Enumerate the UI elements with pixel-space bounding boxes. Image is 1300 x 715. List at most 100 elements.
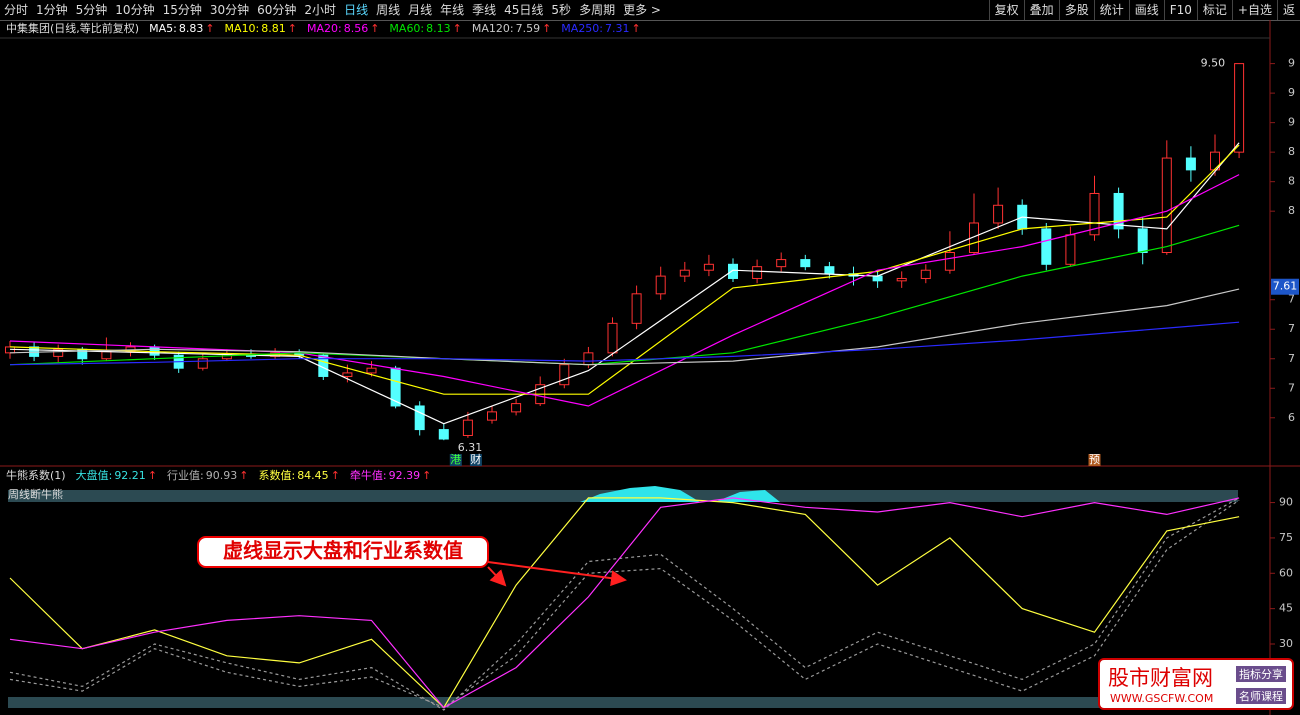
- reading-label: MA20:: [306, 22, 342, 35]
- ma-line: [9, 321, 1240, 366]
- candle-body: [824, 266, 835, 275]
- tool-button[interactable]: 标记: [1196, 0, 1232, 20]
- reading-value: 90.93: [205, 469, 238, 482]
- candle-body: [1234, 63, 1245, 153]
- reading-trend: ↑: [205, 22, 215, 35]
- candle-body: [607, 322, 618, 354]
- candle-body: [53, 348, 64, 357]
- event-marker: 港: [450, 453, 461, 466]
- annotation-text: 虚线显示大盘和行业系数值: [223, 539, 463, 563]
- tool-button[interactable]: F10: [1163, 0, 1197, 20]
- watermark: 股市财富网 WWW.GSCFW.COM 指标分享 名师课程: [1098, 658, 1294, 710]
- indicator-line: [9, 497, 1240, 709]
- candle-body: [993, 204, 1004, 224]
- reading-trend: ↑: [147, 469, 158, 482]
- reading-value: 7.59: [515, 22, 541, 35]
- tool-button[interactable]: 返: [1276, 0, 1300, 20]
- candle-body: [872, 275, 883, 282]
- candle-body: [438, 429, 449, 440]
- reading-label: MA120:: [471, 22, 514, 35]
- y-tick-label: 30: [1279, 637, 1293, 650]
- tool-button[interactable]: 多股: [1058, 0, 1094, 20]
- candle-body: [559, 364, 570, 386]
- period-tab[interactable]: 45日线: [504, 3, 544, 17]
- period-tab[interactable]: 更多 >: [623, 3, 661, 17]
- period-tab[interactable]: 5秒: [551, 3, 572, 17]
- watermark-tag: 名师课程: [1236, 688, 1286, 704]
- candle-body: [655, 275, 666, 295]
- period-tab[interactable]: 年线: [440, 3, 465, 17]
- period-tab[interactable]: 60分钟: [257, 3, 297, 17]
- candle-body: [776, 259, 787, 268]
- candle-body: [944, 252, 955, 271]
- y-tick-label: 9: [1288, 57, 1295, 70]
- ma-line: [9, 144, 1240, 395]
- period-tab[interactable]: 1分钟: [36, 3, 68, 17]
- reading-label: MA60:: [389, 22, 425, 35]
- reading-trend: ↑: [287, 22, 297, 35]
- candle-body: [920, 269, 931, 279]
- y-tick-label: 7: [1288, 322, 1295, 335]
- y-tick-label: 9: [1288, 116, 1295, 129]
- y-tick-label: 9: [1288, 86, 1295, 99]
- period-tab[interactable]: 月线: [408, 3, 433, 17]
- reading-label: 牵牛值:: [349, 469, 387, 482]
- y-tick-label: 8: [1288, 204, 1295, 217]
- candle-body: [583, 352, 594, 366]
- ma-line: [9, 174, 1240, 407]
- period-tab[interactable]: 周线: [376, 3, 401, 17]
- period-tab[interactable]: 5分钟: [75, 3, 108, 17]
- reading-label: MA5:: [149, 22, 177, 35]
- y-tick-label: 7: [1288, 293, 1295, 306]
- candle-body: [752, 266, 763, 279]
- candle-body: [197, 358, 208, 369]
- period-tab[interactable]: 2小时: [304, 3, 337, 17]
- low-label: 6.31: [458, 441, 483, 454]
- watermark-url: WWW.GSCFW.COM: [1110, 692, 1214, 705]
- y-tick-label: 6: [1288, 411, 1295, 424]
- tool-button[interactable]: 叠加: [1023, 0, 1059, 20]
- y-tick-label: 8: [1288, 145, 1295, 158]
- indicator-title: 牛熊系数(1): [6, 469, 66, 482]
- indicator-line: [9, 497, 1240, 709]
- y-tick-label: 45: [1279, 602, 1293, 615]
- event-marker-bg: [449, 454, 462, 466]
- tool-button[interactable]: 统计: [1093, 0, 1129, 20]
- period-tab[interactable]: 日线: [344, 3, 369, 17]
- event-marker: 财: [470, 452, 481, 466]
- candle-body: [679, 269, 690, 277]
- period-tab[interactable]: 多周期: [579, 3, 616, 17]
- reading-trend: ↑: [631, 22, 641, 35]
- annotation-arrow: [487, 566, 507, 587]
- period-tab[interactable]: 季线: [472, 3, 497, 17]
- candle-body: [511, 403, 522, 413]
- candle-body: [342, 372, 353, 377]
- reading-label: 大盘值:: [75, 469, 113, 482]
- candle-body: [1065, 234, 1076, 265]
- bear-band: [8, 697, 1238, 708]
- reading-value: 92.21: [114, 469, 146, 482]
- period-tab[interactable]: 30分钟: [209, 3, 250, 17]
- indicator-line: [9, 499, 1240, 709]
- candle-body: [487, 411, 497, 421]
- candle-body: [366, 367, 377, 374]
- indicator-line: [9, 497, 1240, 711]
- tool-button[interactable]: 复权: [988, 0, 1024, 20]
- tool-button[interactable]: 画线: [1128, 0, 1164, 20]
- candle-body: [1185, 157, 1196, 171]
- reading-value: 8.13: [426, 22, 451, 35]
- annotation-box: [197, 536, 489, 568]
- price-header: 中集集团(日线,等比前复权) MA5: 8.83 ↑ MA10: 8.81 ↑ MA20: 8…: [6, 21, 641, 37]
- period-tab[interactable]: 10分钟: [115, 3, 155, 17]
- reading-value: 8.81: [261, 22, 286, 35]
- candle-body: [1137, 228, 1148, 253]
- period-tab[interactable]: 分时: [4, 3, 29, 17]
- period-tab[interactable]: 15分钟: [162, 3, 202, 17]
- tool-button[interactable]: +自选: [1231, 0, 1277, 20]
- reading-trend: ↑: [422, 469, 432, 482]
- y-tick-label: 8: [1288, 175, 1295, 188]
- candle-body: [800, 259, 811, 268]
- candle-body: [728, 263, 738, 279]
- reading-trend: ↑: [452, 22, 462, 35]
- reading-label: MA10:: [224, 22, 260, 35]
